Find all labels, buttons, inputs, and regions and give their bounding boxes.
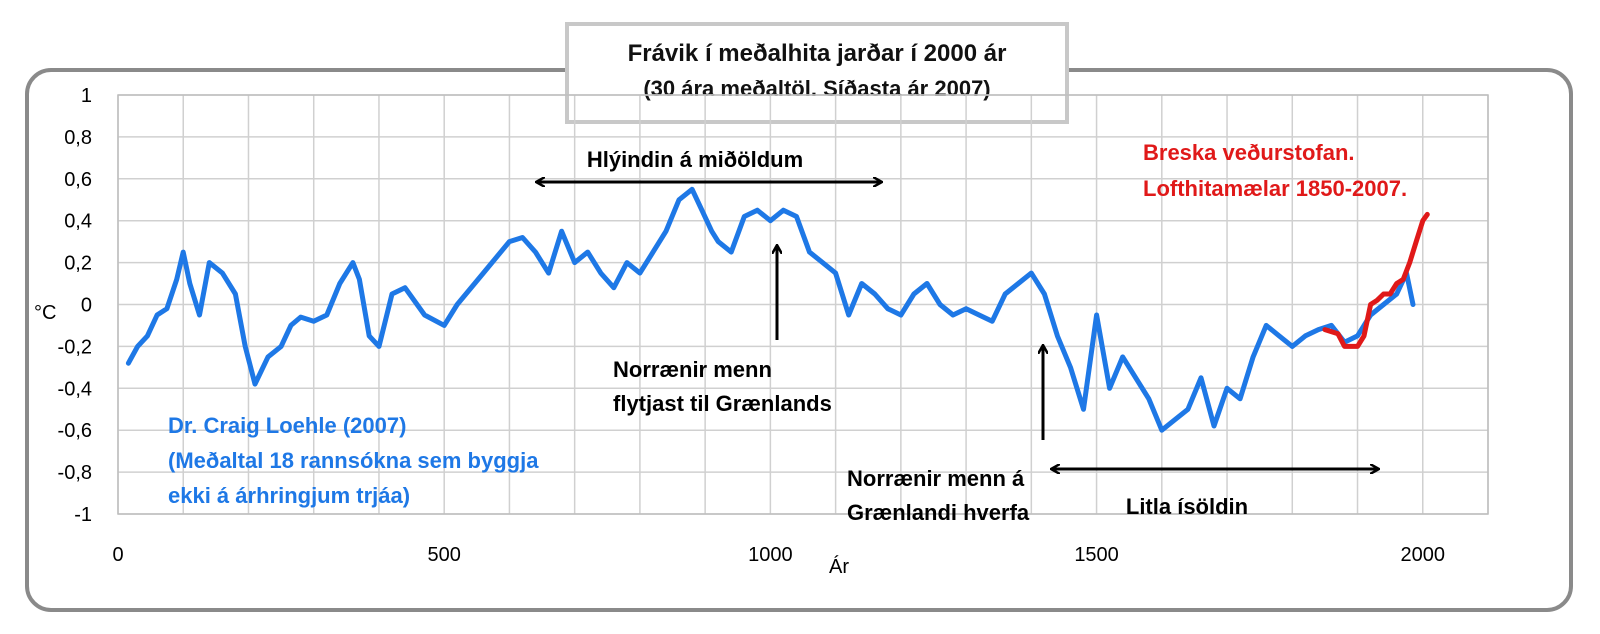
- annotation-little-ice-age: Litla ísöldin: [1052, 469, 1378, 519]
- y-tick-label: 0,2: [64, 253, 92, 275]
- y-tick-label: -0,2: [58, 336, 92, 358]
- y-tick-label: 0,4: [64, 211, 92, 233]
- annotation-medieval: Hlýindin á miðöldum: [537, 147, 881, 182]
- chart-title: Frávik í meðalhita jarðar í 2000 ár: [627, 40, 1007, 67]
- norse-arrive-line2: flytjast til Grænlands: [613, 391, 832, 416]
- grid-lines: [117, 94, 1489, 515]
- medieval-label: Hlýindin á miðöldum: [587, 147, 803, 172]
- y-tick-label: -0,6: [58, 420, 92, 442]
- series-line-met-office: [1322, 211, 1430, 349]
- x-tick-label: 500: [428, 544, 461, 566]
- annotation-norse-vanish: Norrænir menn á Grænlandi hverfa: [847, 346, 1043, 525]
- x-tick-labels: 0 500 1000 1500 2000: [112, 544, 1445, 566]
- annotation-met-office: Breska veðurstofan. Lofthitamælar 1850-2…: [1143, 140, 1407, 201]
- x-tick-label: 1500: [1074, 544, 1119, 566]
- y-axis-label: °C: [34, 302, 56, 324]
- y-tick-label: 1: [81, 85, 92, 107]
- series-line-loehle: [125, 186, 1416, 433]
- norse-vanish-line2: Grænlandi hverfa: [847, 500, 1030, 525]
- x-tick-label: 2000: [1401, 544, 1446, 566]
- met-office-line1: Breska veðurstofan.: [1143, 140, 1355, 165]
- norse-vanish-line1: Norrænir menn á: [847, 466, 1025, 491]
- y-tick-label: 0,8: [64, 127, 92, 149]
- chart-subtitle: (30 ára meðaltöl. Síðasta ár 2007): [643, 76, 991, 101]
- met-office-line2: Lofthitamælar 1850-2007.: [1143, 176, 1407, 201]
- y-tick-label: 0: [81, 295, 92, 317]
- y-tick-label: 0,6: [64, 169, 92, 191]
- x-axis-label: Ár: [829, 555, 849, 578]
- y-tick-label: -1: [74, 504, 92, 526]
- little-ice-age-label: Litla ísöldin: [1126, 494, 1248, 519]
- chart-title-box: Frávik í meðalhita jarðar í 2000 ár (30 …: [565, 22, 1069, 124]
- x-tick-label: 1000: [748, 544, 793, 566]
- norse-arrive-line1: Norrænir menn: [613, 357, 772, 382]
- annotation-norse-arrive: Norrænir menn flytjast til Grænlands: [613, 246, 832, 416]
- data-series: [125, 186, 1430, 433]
- loehle-line2: (Meðaltal 18 rannsókna sem byggja: [168, 448, 539, 473]
- y-tick-label: -0,4: [58, 378, 92, 400]
- y-tick-label: -0,8: [58, 462, 92, 484]
- loehle-line3: ekki á árhringjum trjáa): [168, 483, 410, 508]
- y-tick-labels: 1 0,8 0,6 0,4 0,2 0 -0,2 -0,4 -0,6 -0,8 -1: [58, 85, 92, 526]
- x-tick-label: 0: [112, 544, 123, 566]
- plot-area-border: [117, 94, 1489, 515]
- loehle-line1: Dr. Craig Loehle (2007): [168, 413, 406, 438]
- annotation-loehle: Dr. Craig Loehle (2007) (Meðaltal 18 ran…: [168, 413, 539, 508]
